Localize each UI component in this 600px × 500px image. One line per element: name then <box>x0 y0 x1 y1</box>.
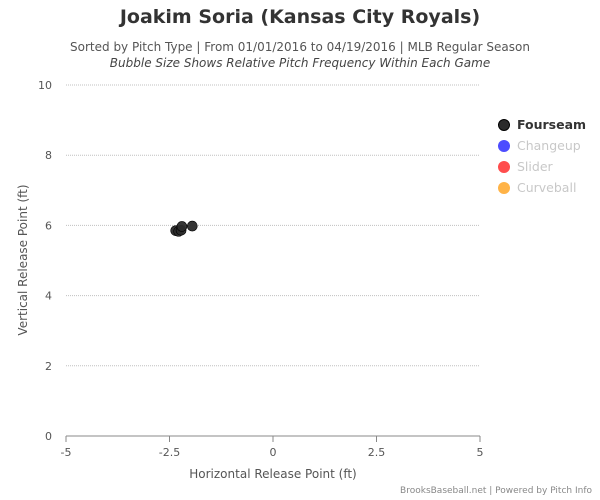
chart-subtitle: Sorted by Pitch Type | From 01/01/2016 t… <box>70 40 530 54</box>
x-tick-label: 5 <box>477 446 484 459</box>
y-tick-label: 4 <box>45 290 52 303</box>
legend-label: Slider <box>517 159 553 174</box>
y-axis-label: Vertical Release Point (ft) <box>16 184 30 335</box>
y-tick-label: 8 <box>45 149 52 162</box>
legend-marker-icon <box>498 139 510 152</box>
x-tick-label: -5 <box>61 446 72 459</box>
x-tick-label: 0 <box>270 446 277 459</box>
legend-marker-icon <box>498 181 510 194</box>
chart-title: Joakim Soria (Kansas City Royals) <box>119 6 481 28</box>
legend-item-changeup[interactable]: Changeup <box>498 135 598 156</box>
axes: 0 2 4 6 8 10 -5 -2.5 0 2.5 5 <box>38 79 484 459</box>
data-point-fourseam[interactable] <box>176 221 188 232</box>
data-point-fourseam[interactable] <box>186 220 198 232</box>
y-tick-label: 10 <box>38 79 52 92</box>
y-tick-label: 0 <box>45 430 52 443</box>
chart-legend: Fourseam Changeup Slider Curveball <box>498 114 598 198</box>
data-points <box>170 220 198 237</box>
legend-item-fourseam[interactable]: Fourseam <box>498 114 598 135</box>
legend-label: Fourseam <box>517 117 587 132</box>
x-tick-label: 2.5 <box>368 446 386 459</box>
chart-subtitle-note: Bubble Size Shows Relative Pitch Frequen… <box>109 56 491 70</box>
y-tick-label: 2 <box>45 360 52 373</box>
legend-item-curveball[interactable]: Curveball <box>498 177 598 198</box>
legend-label: Changeup <box>517 138 581 153</box>
legend-marker-icon <box>498 118 510 131</box>
x-tick-label: -2.5 <box>159 446 180 459</box>
y-tick-label: 6 <box>45 219 52 232</box>
legend-marker-icon <box>498 160 510 173</box>
x-axis-label: Horizontal Release Point (ft) <box>189 467 356 481</box>
legend-label: Curveball <box>517 180 577 195</box>
legend-item-slider[interactable]: Slider <box>498 156 598 177</box>
grid-lines <box>66 84 480 367</box>
credit-text: BrooksBaseball.net | Powered by Pitch In… <box>400 486 592 496</box>
